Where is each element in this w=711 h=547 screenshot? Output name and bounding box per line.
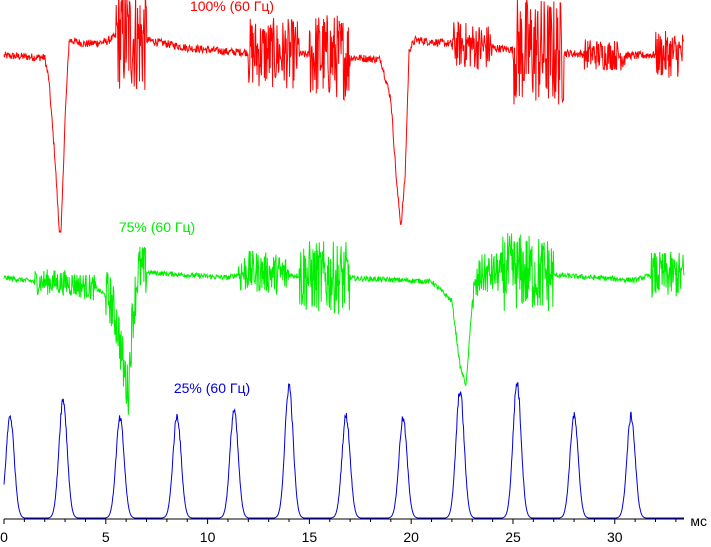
series-line-3 — [3, 382, 684, 519]
series-line-2 — [3, 233, 685, 415]
x-tick-label: 10 — [200, 529, 216, 545]
x-tick-label: 30 — [607, 529, 623, 545]
x-axis-unit-label: мс — [690, 513, 707, 529]
x-tick-label: 5 — [102, 529, 110, 545]
series-label-1: 100% (60 Гц) — [190, 0, 274, 14]
series-label-3: 25% (60 Гц) — [174, 380, 250, 396]
series-labels: 100% (60 Гц) 75% (60 Гц) 25% (60 Гц) — [119, 0, 274, 396]
x-tick-label: 0 — [0, 529, 8, 545]
x-axis: 0 5 10 15 20 25 30 мс — [0, 513, 707, 545]
x-tick-label: 15 — [302, 529, 318, 545]
x-tick-label: 20 — [403, 529, 419, 545]
x-tick-label: 25 — [505, 529, 521, 545]
traces — [3, 0, 685, 519]
series-line-1 — [3, 0, 685, 233]
series-label-2: 75% (60 Гц) — [119, 219, 195, 235]
